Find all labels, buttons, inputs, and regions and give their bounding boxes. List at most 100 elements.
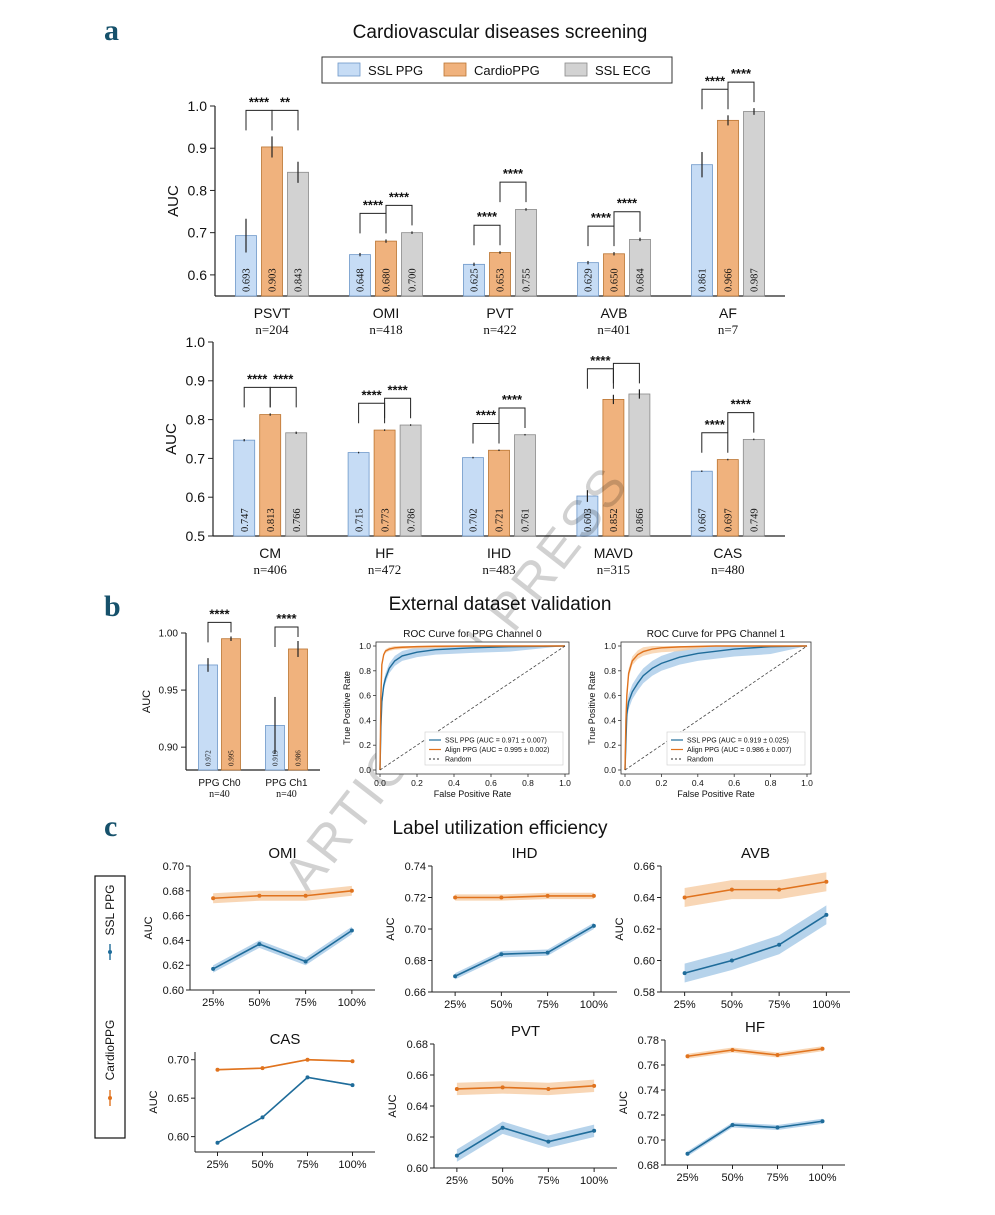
a1-sig-bracket — [385, 204, 413, 226]
c_cas-ssl-line — [217, 1076, 353, 1144]
a2-value-label: 0.766 — [292, 508, 303, 532]
a2-sig-bracket — [269, 386, 297, 408]
c_hf-ssl-point — [775, 1125, 780, 1130]
c_omi-x-tick-label: 75% — [295, 997, 317, 1009]
a1-value-label: 0.650 — [610, 268, 621, 292]
a1-sig-label: **** — [591, 210, 612, 225]
c_avb-x-tick-label: 25% — [674, 999, 696, 1011]
legend-box — [321, 56, 673, 84]
b_bar-category-label: PPG Ch0 — [198, 778, 241, 789]
c_ihd-y-tick-label: 0.66 — [405, 987, 426, 999]
roc1-y-tick-label: 1.0 — [604, 641, 616, 651]
c_pvt-cardio-point — [592, 1083, 597, 1088]
a1-sig-bracket — [359, 212, 387, 234]
c_avb-y-tick-label: 0.66 — [634, 861, 655, 873]
a2-sig-bracket — [243, 386, 271, 408]
a2-value-label: 0.702 — [469, 508, 480, 532]
c_hf-cardio-line — [687, 1047, 823, 1058]
roc0-legend-label: Align PPG (AUC = 0.995 ± 0.002) — [445, 747, 549, 754]
a2-n-label: n=480 — [711, 562, 744, 577]
c_ihd-cardio-point — [591, 893, 596, 898]
c_ihd-ssl-band — [455, 922, 594, 980]
roc1-x-tick-label: 1.0 — [801, 778, 813, 788]
a2-category-label: HF — [375, 545, 394, 561]
a2-n-label: n=483 — [482, 562, 515, 577]
c_hf-y-tick-label: 0.72 — [638, 1110, 659, 1122]
c_omi-title: OMI — [268, 845, 296, 862]
a1-n-label: n=422 — [483, 322, 516, 337]
c_hf-ssl-band — [687, 1118, 823, 1157]
b_bar-y-tick-label: 0.90 — [159, 743, 179, 754]
panel-letter-c: c — [104, 810, 118, 843]
a1-category-label: AF — [719, 305, 737, 321]
c_pvt-ssl-point — [546, 1139, 551, 1144]
roc1-y-tick-label: 0.4 — [604, 715, 616, 725]
a1-value-label: 0.966 — [724, 268, 735, 292]
roc0-y-tick-label: 1.0 — [359, 641, 371, 651]
a1-sig-bracket — [587, 225, 615, 247]
a1-category-label: PVT — [486, 305, 514, 321]
c_ihd-ssl-point — [499, 952, 504, 957]
a2-sig-label: **** — [361, 387, 382, 402]
c_omi-cardio-point — [257, 893, 262, 898]
c_ihd-ssl-point — [591, 923, 596, 928]
c_cas-ssl-point — [215, 1140, 220, 1145]
c-legend-dot — [108, 950, 112, 954]
c-legend-label: SSL PPG — [103, 885, 117, 936]
b_bar-value-label: 0.995 — [227, 750, 235, 766]
a2-sig-label: **** — [387, 382, 408, 397]
b_bar-y-tick-label: 1.00 — [159, 629, 179, 640]
c_omi-cardio-point — [349, 888, 354, 893]
c_ihd-title: IHD — [512, 845, 538, 862]
a1-sig-bracket — [701, 88, 729, 110]
c_avb-ssl-line — [684, 914, 827, 974]
a1-value-label: 0.843 — [294, 268, 305, 292]
roc0-legend-label: SSL PPG (AUC = 0.971 ± 0.007) — [445, 738, 547, 745]
c_hf-y-label: AUC — [618, 1091, 630, 1114]
a2-sig-label: **** — [705, 417, 726, 432]
a2-category-label: CM — [259, 545, 281, 561]
c_avb-x-tick-label: 100% — [812, 999, 840, 1011]
a1-value-label: 0.648 — [356, 268, 367, 292]
a1-sig-label: **** — [389, 189, 410, 204]
a1-sig-label: **** — [705, 73, 726, 88]
c_pvt-cardio-point — [500, 1085, 505, 1090]
a1-value-label: 0.755 — [522, 268, 533, 292]
c_pvt-y-tick-label: 0.64 — [407, 1101, 428, 1113]
a2-value-label: 0.866 — [635, 508, 646, 532]
a1-y-tick-label: 0.8 — [188, 182, 208, 198]
c_avb-y-tick-label: 0.60 — [634, 956, 655, 968]
c_cas-cardio-point — [260, 1066, 265, 1071]
b_bar-sig-bracket — [207, 621, 232, 643]
a2-value-label: 0.715 — [354, 508, 365, 532]
roc1-x-label: False Positive Rate — [677, 789, 755, 799]
a2-sig-bracket — [701, 432, 729, 453]
a2-sig-bracket — [727, 412, 755, 433]
c_omi-y-tick-label: 0.60 — [163, 985, 184, 997]
c_avb-y-label: AUC — [614, 917, 626, 940]
a2-value-label: 0.761 — [521, 508, 532, 532]
roc1-y-tick-label: 0.6 — [604, 691, 616, 701]
c_pvt-y-tick-label: 0.62 — [407, 1132, 428, 1144]
c-legend-label: CardioPPG — [103, 1020, 117, 1081]
a2-y-tick-label: 0.6 — [186, 489, 206, 505]
c_ihd-y-label: AUC — [385, 917, 397, 940]
c_ihd-x-tick-label: 75% — [537, 999, 559, 1011]
a2-value-label: 0.749 — [749, 508, 760, 532]
a2-y-tick-label: 0.9 — [186, 373, 206, 389]
a2-value-label: 0.697 — [723, 508, 734, 532]
c_cas-title: CAS — [270, 1031, 301, 1048]
c_avb-cardio-point — [682, 895, 687, 900]
roc1-y-tick-label: 0.2 — [604, 740, 616, 750]
a2-sig-bracket — [472, 422, 500, 444]
a1-sig-label: **** — [477, 209, 498, 224]
c_avb-x-tick-label: 50% — [721, 999, 743, 1011]
c_avb-x-tick-label: 75% — [768, 999, 790, 1011]
a1-value-label: 0.693 — [242, 268, 253, 292]
roc1-y-tick-label: 0.0 — [604, 765, 616, 775]
c_pvt-title: PVT — [511, 1023, 540, 1040]
c_cas-cardio-line — [217, 1058, 353, 1071]
c_pvt-y-tick-label: 0.60 — [407, 1163, 428, 1175]
a2-value-label: 0.747 — [240, 508, 251, 532]
c_hf-ssl-point — [820, 1119, 825, 1124]
